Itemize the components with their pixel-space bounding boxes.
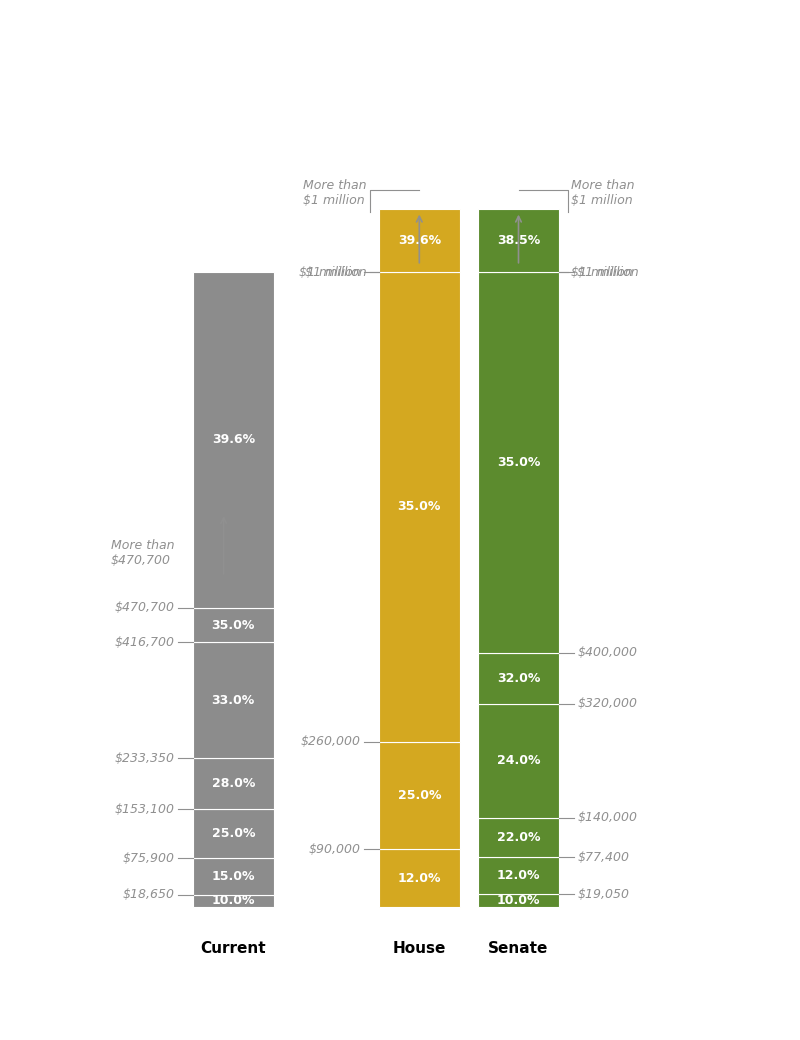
Bar	[193, 608, 274, 642]
Text: 35.0%: 35.0%	[212, 619, 255, 631]
Text: 39.6%: 39.6%	[212, 434, 255, 446]
Text: $1 million: $1 million	[298, 265, 361, 279]
Bar	[193, 642, 274, 758]
Text: More than
$470,700: More than $470,700	[111, 539, 174, 567]
Text: 25.0%: 25.0%	[398, 789, 441, 802]
Bar	[478, 272, 559, 653]
Bar	[193, 272, 274, 608]
Text: $1 million: $1 million	[571, 265, 633, 279]
Text: Current: Current	[201, 941, 266, 957]
Bar	[379, 742, 459, 850]
Text: 22.0%: 22.0%	[497, 831, 540, 844]
Text: $77,400: $77,400	[578, 851, 630, 864]
Text: 38.5%: 38.5%	[497, 234, 540, 246]
Bar	[193, 758, 274, 809]
Text: 28.0%: 28.0%	[212, 778, 255, 790]
Text: 10.0%: 10.0%	[211, 894, 255, 907]
Bar	[478, 857, 559, 894]
Text: $90,000: $90,000	[309, 843, 361, 856]
Bar	[379, 209, 459, 272]
Bar	[193, 858, 274, 894]
Text: 35.0%: 35.0%	[497, 456, 540, 469]
Text: $416,700: $416,700	[114, 635, 174, 649]
Text: 24.0%: 24.0%	[497, 754, 540, 768]
Text: More than
$1 million: More than $1 million	[303, 179, 366, 207]
Bar	[478, 209, 559, 272]
Text: Senate: Senate	[488, 941, 549, 957]
Text: $75,900: $75,900	[122, 852, 174, 865]
Bar	[478, 817, 559, 857]
Text: $320,000: $320,000	[578, 697, 638, 710]
Bar	[193, 894, 274, 907]
Bar	[379, 850, 459, 907]
Text: $470,700: $470,700	[114, 601, 174, 615]
Text: 35.0%: 35.0%	[398, 500, 441, 514]
Text: 15.0%: 15.0%	[211, 870, 255, 883]
Text: $260,000: $260,000	[301, 735, 361, 748]
Text: 12.0%: 12.0%	[497, 869, 540, 883]
Text: More than
$1 million: More than $1 million	[571, 179, 634, 207]
Text: 32.0%: 32.0%	[497, 672, 540, 684]
Text: 25.0%: 25.0%	[211, 828, 255, 840]
Text: 39.6%: 39.6%	[398, 234, 441, 246]
Text: $140,000: $140,000	[578, 811, 638, 825]
Text: 10.0%: 10.0%	[497, 894, 540, 907]
Bar	[193, 809, 274, 858]
Text: House: House	[393, 941, 446, 957]
Text: $1 million: $1 million	[305, 265, 366, 279]
Text: $18,650: $18,650	[122, 888, 174, 902]
Text: 33.0%: 33.0%	[212, 694, 255, 707]
Bar	[478, 653, 559, 703]
Bar	[478, 703, 559, 817]
Bar	[478, 894, 559, 907]
Text: $153,100: $153,100	[114, 803, 174, 816]
Text: $1 million: $1 million	[578, 265, 639, 279]
Text: $233,350: $233,350	[114, 752, 174, 765]
Bar	[379, 272, 459, 742]
Text: 12.0%: 12.0%	[398, 872, 441, 884]
Text: $400,000: $400,000	[578, 646, 638, 659]
Text: $19,050: $19,050	[578, 888, 630, 901]
